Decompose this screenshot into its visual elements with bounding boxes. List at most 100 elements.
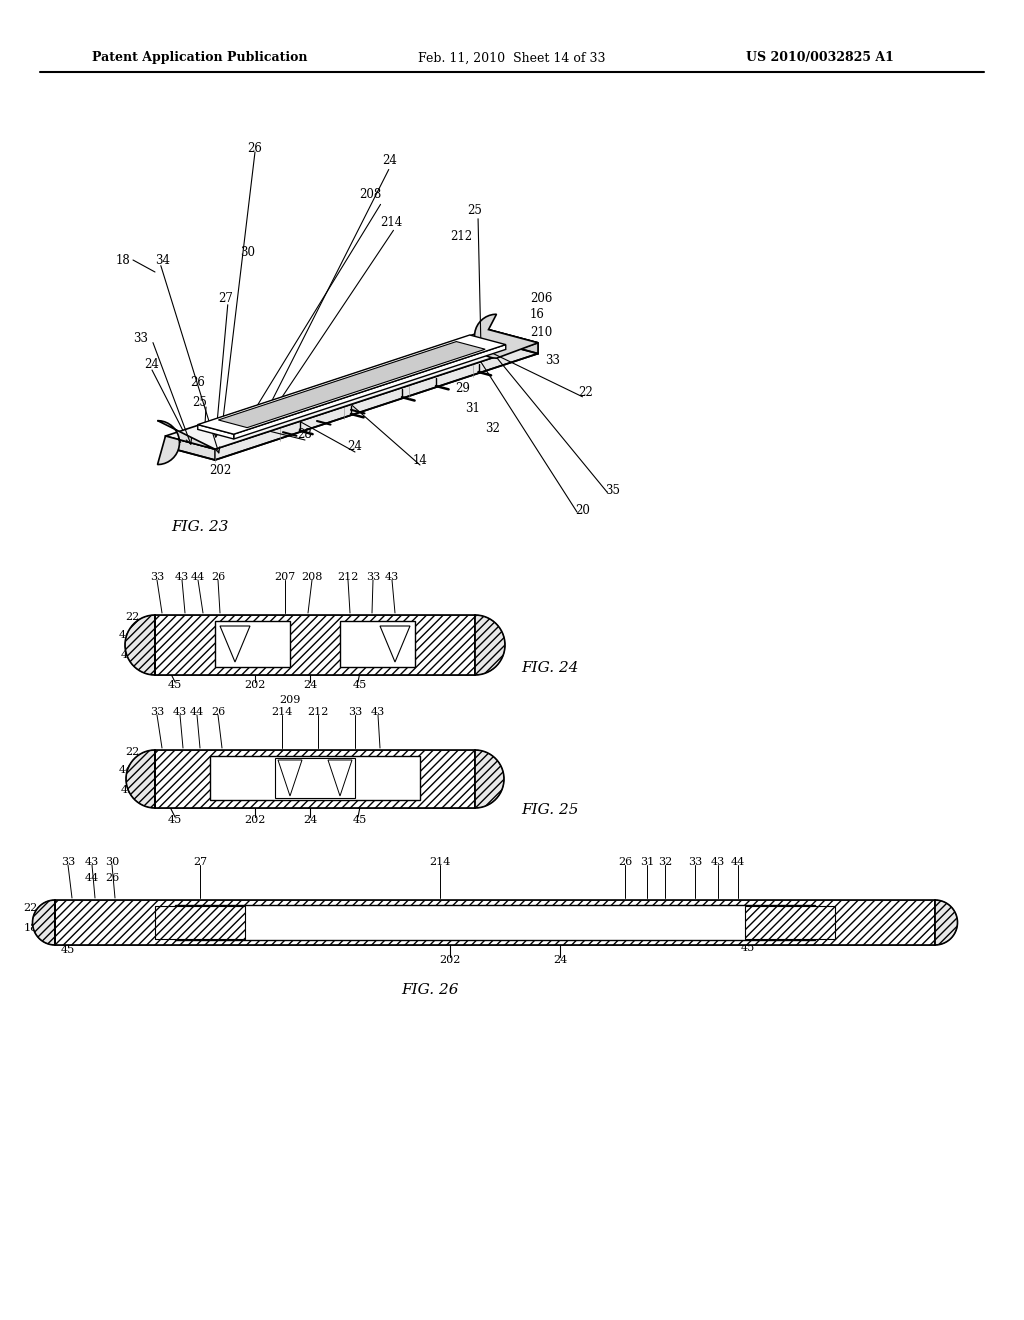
Polygon shape	[210, 756, 420, 800]
Text: 33: 33	[150, 572, 164, 582]
Text: 44: 44	[85, 873, 99, 883]
Text: 26: 26	[104, 873, 119, 883]
Text: 44: 44	[119, 630, 133, 640]
Text: 32: 32	[657, 857, 672, 867]
Text: 43: 43	[711, 857, 725, 867]
Text: 44: 44	[731, 857, 745, 867]
Polygon shape	[158, 421, 215, 465]
Text: FIG. 23: FIG. 23	[171, 520, 228, 535]
Text: Feb. 11, 2010  Sheet 14 of 33: Feb. 11, 2010 Sheet 14 of 33	[418, 51, 606, 65]
Text: 202: 202	[209, 463, 231, 477]
Polygon shape	[218, 342, 485, 428]
Text: 210: 210	[530, 326, 552, 338]
Text: 31: 31	[465, 401, 480, 414]
Text: 206: 206	[530, 292, 552, 305]
Text: 43: 43	[371, 708, 385, 717]
Text: 24: 24	[383, 153, 397, 166]
Text: 24: 24	[144, 359, 160, 371]
Text: 45: 45	[741, 942, 755, 953]
Polygon shape	[474, 314, 538, 358]
Text: 45: 45	[60, 945, 75, 954]
Text: 26: 26	[190, 375, 206, 388]
Text: 14: 14	[413, 454, 427, 466]
Text: 45: 45	[353, 814, 368, 825]
Polygon shape	[340, 620, 415, 667]
Polygon shape	[155, 615, 475, 675]
Text: 33: 33	[366, 572, 380, 582]
Text: 43: 43	[173, 708, 187, 717]
Text: 32: 32	[485, 421, 500, 434]
Text: 22: 22	[126, 747, 140, 756]
Text: 43: 43	[85, 857, 99, 867]
Text: 44: 44	[189, 708, 204, 717]
Text: 26: 26	[211, 708, 225, 717]
Text: 20: 20	[575, 503, 590, 516]
Text: 43: 43	[175, 572, 189, 582]
Text: FIG. 24: FIG. 24	[521, 661, 579, 675]
Text: 45: 45	[353, 680, 368, 690]
Text: 214: 214	[380, 215, 402, 228]
Polygon shape	[155, 906, 245, 939]
Text: 16: 16	[530, 309, 545, 322]
Polygon shape	[220, 626, 250, 663]
Polygon shape	[55, 900, 935, 945]
Text: 25: 25	[468, 203, 482, 216]
Text: 212: 212	[337, 572, 358, 582]
Text: 44: 44	[478, 628, 493, 638]
Polygon shape	[33, 900, 55, 945]
Text: Patent Application Publication: Patent Application Publication	[92, 51, 308, 65]
Polygon shape	[275, 758, 355, 799]
Text: 214: 214	[271, 708, 293, 717]
Text: 30: 30	[240, 247, 255, 260]
Polygon shape	[198, 425, 233, 440]
Polygon shape	[166, 330, 538, 449]
Polygon shape	[198, 335, 506, 434]
Text: 24: 24	[347, 441, 362, 454]
Polygon shape	[125, 615, 155, 675]
Text: 33: 33	[348, 708, 362, 717]
Polygon shape	[745, 906, 835, 939]
Text: 27: 27	[193, 857, 207, 867]
Text: 22: 22	[24, 903, 38, 913]
Text: 27: 27	[218, 292, 232, 305]
Polygon shape	[155, 750, 475, 808]
Text: 33: 33	[60, 857, 75, 867]
Text: 207: 207	[274, 572, 296, 582]
Text: 43: 43	[385, 572, 399, 582]
Polygon shape	[328, 760, 352, 796]
Text: 45: 45	[168, 814, 182, 825]
Text: 214: 214	[429, 857, 451, 867]
Text: 25: 25	[193, 396, 208, 408]
Polygon shape	[215, 620, 290, 667]
Text: 45: 45	[121, 785, 135, 795]
Polygon shape	[126, 750, 155, 808]
Text: 28: 28	[298, 429, 312, 441]
Polygon shape	[215, 343, 538, 459]
Polygon shape	[935, 900, 957, 945]
Text: FIG. 25: FIG. 25	[521, 803, 579, 817]
Text: 33: 33	[150, 708, 164, 717]
Text: 212: 212	[450, 231, 472, 243]
Text: 24: 24	[553, 954, 567, 965]
Text: 31: 31	[640, 857, 654, 867]
Text: 18: 18	[24, 923, 38, 933]
Text: 33: 33	[688, 857, 702, 867]
Text: 202: 202	[245, 680, 265, 690]
Text: 202: 202	[245, 814, 265, 825]
Text: 45: 45	[168, 680, 182, 690]
Text: 29: 29	[455, 381, 470, 395]
Text: 33: 33	[133, 331, 148, 345]
Polygon shape	[233, 345, 506, 440]
Text: 33: 33	[545, 354, 560, 367]
Text: 35: 35	[605, 483, 620, 496]
Text: 208: 208	[358, 189, 381, 202]
Polygon shape	[166, 436, 215, 459]
Text: 22: 22	[126, 612, 140, 622]
Text: 44: 44	[190, 572, 205, 582]
Text: 44: 44	[478, 766, 493, 775]
Polygon shape	[380, 626, 410, 663]
Text: 20: 20	[940, 920, 954, 931]
Text: 44: 44	[750, 907, 764, 917]
Polygon shape	[175, 906, 815, 940]
Polygon shape	[475, 750, 504, 808]
